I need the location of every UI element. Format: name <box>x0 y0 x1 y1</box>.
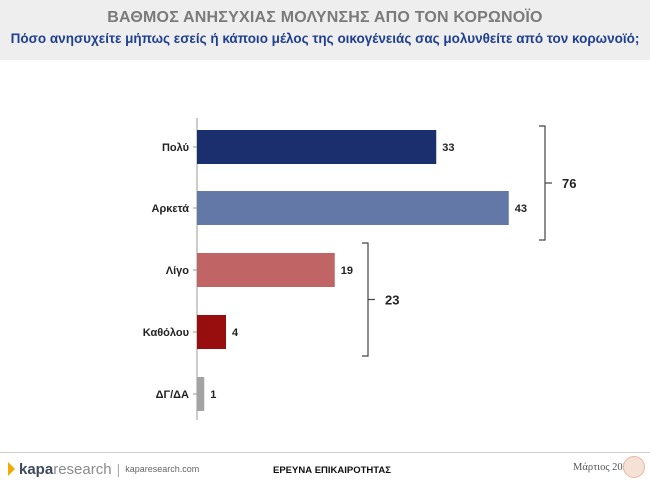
group-bracket <box>362 242 369 357</box>
logo-kapa-text: kapa <box>19 460 54 478</box>
footer-divider <box>0 452 650 453</box>
header-band: ΒΑΘΜΟΣ ΑΝΗΣΥΧΙΑΣ ΜΟΛΥΝΣΗΣ ΑΠΟ ΤΟΝ ΚΟΡΩΝΟ… <box>0 0 650 60</box>
kapa-research-logo: kapa research | kaparesearch.com <box>8 460 199 478</box>
bar <box>197 377 205 411</box>
bar-value-label: 1 <box>210 389 216 401</box>
bar-value-label: 43 <box>515 203 527 215</box>
bar <box>197 315 226 349</box>
category-label: Αρκετά <box>152 203 190 215</box>
footer-date: Μάρτιος 2020 <box>573 462 634 473</box>
category-label: Λίγο <box>166 265 190 277</box>
category-label: Καθόλου <box>143 327 189 339</box>
zoom-overlay-icon[interactable] <box>623 456 645 478</box>
bar <box>197 191 509 225</box>
logo-url: kaparesearch.com <box>125 464 200 474</box>
footer-survey-label: ΕΡΕΥΝΑ ΕΠΙΚΑΙΡΟΤΗΤΑΣ <box>273 465 391 476</box>
group-total-label: 23 <box>385 293 399 308</box>
logo-research-text: research <box>53 460 112 478</box>
category-label: ΔΓ/ΔΑ <box>156 389 189 401</box>
bar-value-label: 4 <box>232 327 239 339</box>
bar-value-label: 19 <box>341 265 353 277</box>
bar-value-label: 33 <box>442 142 454 154</box>
category-label: Πολύ <box>162 142 189 154</box>
group-bracket <box>539 125 546 241</box>
group-total-label: 76 <box>562 176 576 191</box>
bar <box>197 130 437 164</box>
logo-separator: | <box>116 461 121 477</box>
chart-title: ΒΑΘΜΟΣ ΑΝΗΣΥΧΙΑΣ ΜΟΛΥΝΣΗΣ ΑΠΟ ΤΟΝ ΚΟΡΩΝΟ… <box>107 9 543 26</box>
bar <box>197 253 335 287</box>
bar-chart: Πολύ 33 Αρκετά 43 Λίγο 19 Καθόλου 4 ΔΓ/ΔΑ 1 76 23 <box>143 118 576 420</box>
logo-mark-icon <box>8 462 15 476</box>
chart-subtitle: Πόσο ανησυχείτε μήπως εσείς ή κάποιο μέλ… <box>10 31 640 46</box>
